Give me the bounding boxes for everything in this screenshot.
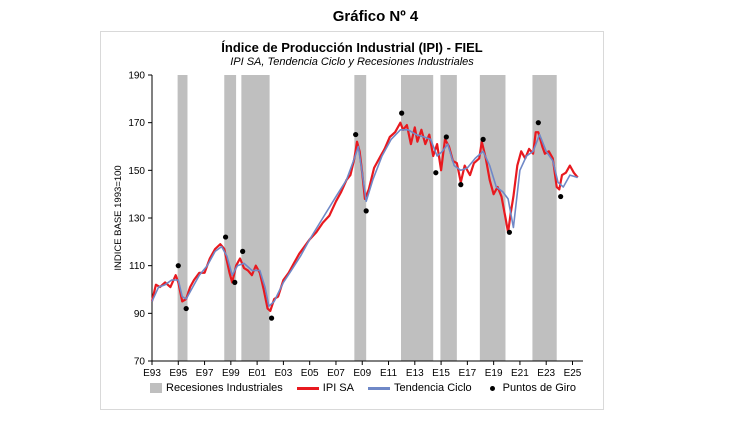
x-tick-label-3: E99 — [222, 368, 240, 379]
legend-label-recessions: Recesiones Industriales — [166, 382, 283, 394]
turning-point-9 — [433, 170, 439, 176]
recession-band-1 — [224, 75, 237, 361]
turning-point-12 — [480, 136, 486, 142]
turning-point-13 — [506, 229, 513, 235]
turning-point-14 — [535, 120, 541, 126]
series-line-ipi-sa — [150, 121, 579, 312]
legend-item-trend: Tendencia Ciclo — [367, 382, 472, 394]
x-tick-label-10: E13 — [406, 368, 424, 379]
recession-band-3 — [354, 75, 367, 361]
turning-point-1 — [183, 305, 189, 312]
y-tick-label-4: 150 — [128, 166, 145, 177]
legend-label-trend: Tendencia Ciclo — [393, 382, 472, 394]
x-tick-label-12: E17 — [458, 368, 476, 379]
y-axis-label: INDICE BASE 1993=100 — [113, 165, 124, 270]
chart-frame — [100, 31, 604, 410]
x-tick-label-8: E09 — [353, 368, 371, 379]
recession-band-4 — [401, 75, 434, 361]
turning-point-7 — [363, 208, 369, 214]
turning-point-3 — [232, 279, 238, 285]
x-tick-label-4: E01 — [248, 368, 266, 379]
legend-swatch-recessions — [150, 383, 162, 393]
x-tick-label-9: E11 — [380, 368, 397, 379]
legend-swatch-turning-points — [489, 385, 495, 391]
turning-point-8 — [399, 110, 405, 116]
turning-point-0 — [175, 263, 181, 269]
legend-item-turning-points: Puntos de Giro — [486, 382, 576, 394]
legend-item-recessions: Recesiones Industriales — [150, 382, 283, 394]
turning-point-4 — [240, 248, 246, 254]
legend-label-turning-points: Puntos de Giro — [502, 382, 577, 394]
recession-band-0 — [177, 75, 188, 361]
recession-band-5 — [440, 75, 457, 361]
recession-band-2 — [241, 75, 270, 361]
x-tick-label-7: E07 — [327, 368, 345, 379]
x-tick-label-5: E03 — [275, 368, 293, 379]
y-tick-label-0: 70 — [134, 357, 146, 368]
x-tick-label-14: E21 — [511, 368, 529, 379]
y-tick-label-3: 130 — [128, 214, 145, 225]
y-tick-label-1: 90 — [134, 309, 146, 320]
turning-point-11 — [458, 182, 464, 188]
recession-band-6 — [479, 75, 506, 361]
y-tick-label-2: 110 — [129, 261, 145, 272]
x-tick-label-0: E93 — [143, 368, 161, 379]
x-tick-label-16: E25 — [564, 368, 582, 379]
y-tick-label-6: 190 — [128, 71, 145, 82]
chart-title: Índice de Producción Industrial (IPI) - … — [221, 40, 483, 55]
x-tick-label-15: E23 — [537, 368, 555, 379]
legend-item-ipi: IPI SA — [296, 382, 354, 394]
x-tick-label-1: E95 — [169, 368, 187, 379]
chart-subtitle: IPI SA, Tendencia Ciclo y Recesiones Ind… — [230, 56, 474, 68]
legend-label-ipi: IPI SA — [322, 382, 354, 394]
turning-point-15 — [558, 193, 564, 200]
recession-band-7 — [532, 75, 557, 361]
x-tick-label-6: E05 — [301, 368, 319, 379]
legend-swatch-ipi — [296, 386, 319, 390]
legend-swatch-trend — [367, 386, 390, 390]
turning-point-5 — [268, 315, 275, 321]
turning-point-2 — [222, 234, 229, 240]
legend: Recesiones Industriales IPI SA Tendencia… — [150, 382, 576, 394]
turning-point-10 — [443, 134, 449, 140]
x-tick-label-11: E15 — [432, 368, 450, 379]
series-line-tendencia-ciclo — [151, 129, 578, 308]
y-tick-label-5: 170 — [128, 118, 145, 129]
x-tick-label-13: E19 — [485, 368, 503, 379]
turning-point-6 — [353, 131, 359, 138]
x-tick-label-2: E97 — [196, 368, 214, 379]
figure-label: Gráfico Nº 4 — [332, 8, 419, 25]
